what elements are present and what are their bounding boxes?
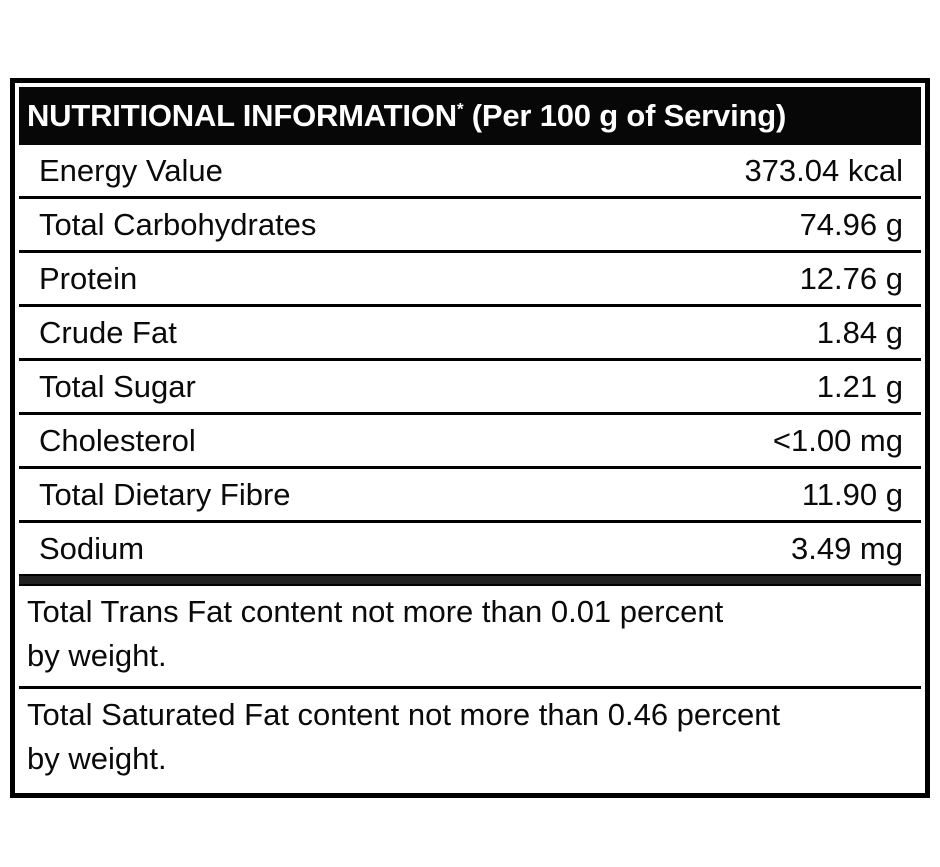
nutrient-name: Energy Value [39, 152, 223, 188]
nutrient-row: Energy Value 373.04 kcal [19, 145, 921, 199]
nutrition-facts-table: NUTRITIONAL INFORMATION* (Per 100 g of S… [10, 78, 930, 798]
table-header: NUTRITIONAL INFORMATION* (Per 100 g of S… [19, 87, 921, 145]
nutrient-value: 3.49 mg [790, 530, 903, 566]
footnote-line: by weight. [27, 638, 167, 673]
nutrient-row: Cholesterol <1.00 mg [19, 415, 921, 469]
nutrient-row: Total Dietary Fibre 11.90 g [19, 469, 921, 523]
footnote: Total Saturated Fat content not more tha… [19, 689, 921, 789]
header-asterisk: * [456, 99, 464, 119]
footnote-line: by weight. [27, 741, 167, 776]
nutrient-name: Total Carbohydrates [39, 206, 317, 242]
nutrient-value: 11.90 g [801, 476, 903, 512]
nutrient-value: 373.04 kcal [744, 152, 903, 188]
nutrient-value: 1.21 g [816, 368, 903, 404]
section-divider [19, 574, 921, 586]
nutrient-name: Crude Fat [39, 314, 177, 350]
header-title: NUTRITIONAL INFORMATION [27, 98, 457, 133]
nutrient-name: Total Dietary Fibre [39, 476, 291, 512]
nutrient-row: Protein 12.76 g [19, 253, 921, 307]
header-subtitle: (Per 100 g of Serving) [463, 98, 787, 133]
footnote-line: Total Trans Fat content not more than 0.… [27, 594, 724, 629]
footnote-line: Total Saturated Fat content not more tha… [27, 697, 781, 732]
nutrient-value: 74.96 g [799, 206, 903, 242]
nutrient-row: Sodium 3.49 mg [19, 523, 921, 574]
nutrient-row: Total Carbohydrates 74.96 g [19, 199, 921, 253]
nutrient-name: Total Sugar [39, 368, 196, 404]
nutrient-name: Cholesterol [39, 422, 196, 458]
notes-section: Total Trans Fat content not more than 0.… [19, 586, 921, 789]
nutrient-value: 1.84 g [816, 314, 903, 350]
nutrient-rows: Energy Value 373.04 kcal Total Carbohydrat… [19, 145, 921, 574]
nutrient-value: 12.76 g [799, 260, 903, 296]
nutrient-name: Protein [39, 260, 138, 296]
footnote: Total Trans Fat content not more than 0.… [19, 586, 921, 689]
nutrient-name: Sodium [39, 530, 145, 566]
nutrient-row: Crude Fat 1.84 g [19, 307, 921, 361]
nutrient-row: Total Sugar 1.21 g [19, 361, 921, 415]
nutrient-value: <1.00 mg [772, 422, 903, 458]
